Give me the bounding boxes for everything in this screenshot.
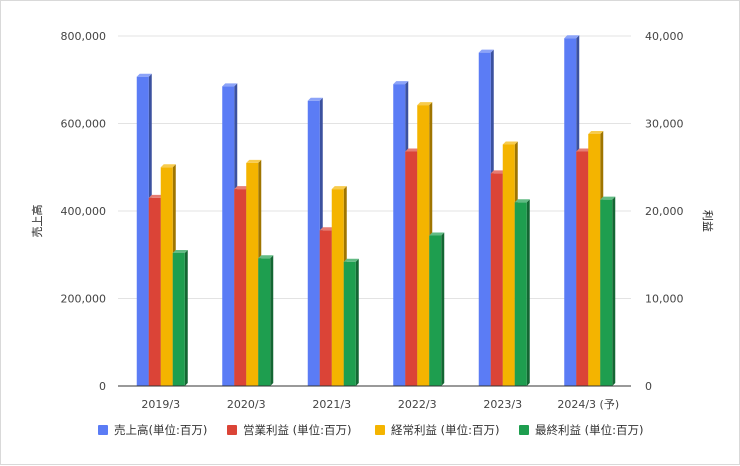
bar	[514, 199, 530, 386]
bar-side	[441, 232, 445, 386]
bar-top	[478, 49, 494, 53]
bar-top	[564, 35, 580, 39]
legend-label: 売上高(単位:百万)	[114, 423, 207, 437]
y2-tick-label: 0	[645, 380, 652, 393]
bar-front	[478, 52, 491, 386]
y-axis-title: 売上高	[30, 205, 44, 238]
bar-front	[331, 189, 344, 386]
bar-top	[319, 227, 335, 231]
y2-tick-label: 30,000	[645, 118, 684, 131]
bar-front	[172, 253, 185, 386]
bar	[246, 159, 262, 386]
bar-top	[160, 164, 176, 168]
y-tick-label: 200,000	[61, 293, 107, 306]
bar-top	[576, 148, 592, 152]
bar-top	[172, 250, 188, 253]
bar-top	[600, 196, 616, 200]
bar-front	[588, 134, 601, 386]
bar-top	[417, 102, 433, 106]
legend-swatch	[98, 425, 108, 435]
y2-tick-label: 10,000	[645, 293, 684, 306]
bar	[343, 258, 359, 386]
x-tick-label: 2021/3	[312, 398, 351, 411]
bar-side	[184, 250, 188, 386]
legend-label: 営業利益 (単位:百万)	[243, 423, 352, 437]
bar-top	[343, 258, 359, 262]
bar-top	[234, 186, 250, 190]
y-tick-label: 800,000	[61, 30, 107, 43]
legend-swatch	[519, 425, 529, 435]
bar-top	[514, 199, 530, 203]
legend: 売上高(単位:百万) 営業利益 (単位:百万) 経常利益 (単位:百万) 最終利益 (…	[98, 423, 644, 437]
x-tick-label: 2019/3	[141, 398, 180, 411]
y-tick-label: 600,000	[61, 118, 107, 131]
bar-front	[222, 86, 235, 386]
bar-front	[258, 258, 271, 386]
bar-side	[612, 196, 616, 386]
bar-front	[148, 197, 161, 386]
bar-top	[136, 73, 152, 77]
x-tick-label: 2022/3	[398, 398, 437, 411]
bar-front	[160, 167, 173, 386]
bar-top	[148, 194, 164, 198]
legend-swatch	[227, 425, 237, 435]
bar-top	[331, 186, 347, 190]
bar	[258, 255, 274, 386]
bar-top	[307, 97, 323, 101]
bar-front	[405, 151, 418, 386]
bar-front	[564, 38, 577, 386]
y-tick-label: 0	[99, 380, 106, 393]
bar	[600, 196, 616, 386]
bar-top	[258, 255, 274, 259]
bar-front	[502, 144, 515, 386]
y2-axis-title: 利益	[701, 210, 715, 232]
y2-tick-label: 40,000	[645, 30, 684, 43]
bar-front	[514, 202, 527, 386]
axes: 0 0 200,000 10,000 400,000 20,000 600,000 30,00…	[61, 30, 684, 411]
bar-front	[246, 162, 259, 386]
bar-front	[490, 173, 503, 386]
bar-front	[429, 235, 442, 386]
x-tick-label: 2020/3	[227, 398, 266, 411]
x-tick-label: 2024/3 (予)	[557, 398, 619, 411]
bar-front	[136, 76, 149, 386]
bar-top	[502, 141, 518, 145]
bars	[136, 35, 616, 386]
bar-top	[490, 170, 506, 174]
y2-tick-label: 20,000	[645, 205, 684, 218]
x-tick-label: 2023/3	[483, 398, 522, 411]
legend-swatch	[375, 425, 385, 435]
bar-front	[319, 230, 332, 386]
bar-top	[429, 232, 445, 236]
bar-top	[393, 81, 409, 85]
legend-label: 経常利益 (単位:百万)	[391, 423, 500, 437]
bar-side	[355, 258, 359, 386]
bar-side	[270, 255, 274, 386]
bar-top	[588, 131, 604, 134]
bar-top	[405, 148, 421, 152]
y-tick-label: 400,000	[61, 205, 107, 218]
bar-top	[246, 159, 262, 163]
legend-label: 最終利益 (単位:百万)	[535, 423, 644, 437]
bar-front	[576, 151, 589, 386]
bar-front	[307, 100, 320, 386]
bar	[429, 232, 445, 386]
bar	[172, 250, 188, 386]
bar-front	[393, 84, 406, 386]
bar-top	[222, 83, 238, 87]
bar-front	[343, 261, 356, 386]
gridlines	[118, 35, 631, 299]
bar-front	[600, 199, 613, 386]
bar-front	[417, 105, 430, 386]
bar-side	[526, 199, 530, 386]
bar-front	[234, 189, 247, 386]
